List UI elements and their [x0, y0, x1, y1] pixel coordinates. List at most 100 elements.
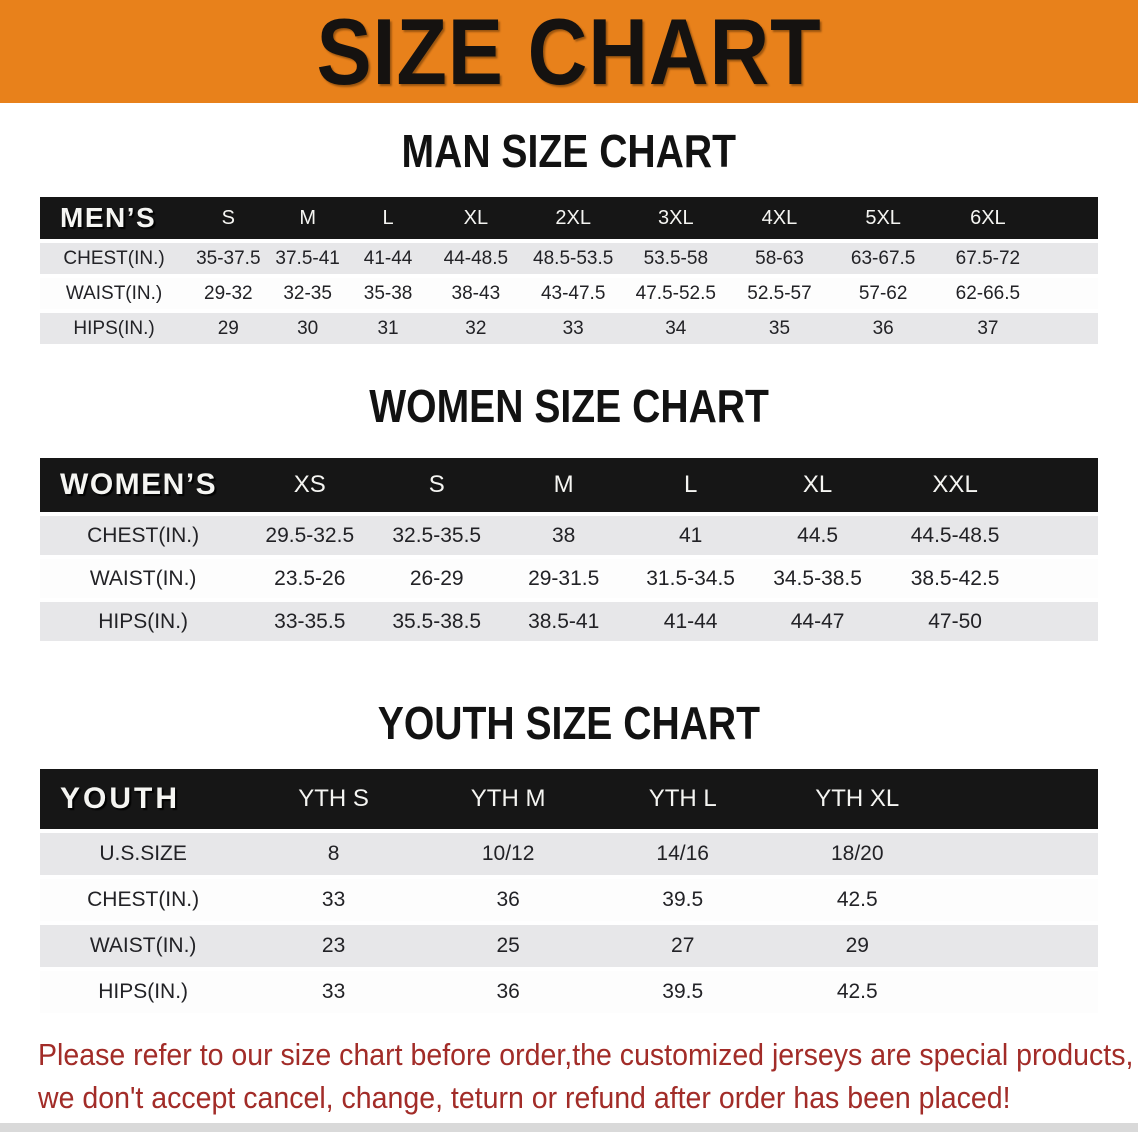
size-column-header: L: [346, 197, 430, 239]
size-column-header: 3XL: [623, 197, 728, 239]
row-label: CHEST(IN.): [40, 879, 247, 921]
size-column-header: XL: [429, 197, 523, 239]
youth-hips-row: HIPS(IN.) 33 36 39.5 42.5: [40, 971, 1098, 1013]
size-value-cell: 29-32: [188, 278, 269, 309]
header-filler: [1029, 458, 1098, 512]
cell-filler: [1040, 243, 1098, 274]
size-value-cell: 30: [268, 313, 347, 344]
size-value-cell: 36: [831, 313, 935, 344]
size-value-cell: 35-37.5: [188, 243, 269, 274]
row-label: HIPS(IN.): [40, 971, 247, 1013]
men-section-heading: MAN SIZE CHART: [401, 125, 737, 177]
size-value-cell: 62-66.5: [934, 278, 1041, 309]
women-size-table: WOMEN’S XS S M L XL XXL CHEST(IN.) 29.5-…: [40, 454, 1098, 645]
men-hips-row: HIPS(IN.) 29 30 31 32 33 34 35 36 37: [40, 313, 1098, 344]
size-value-cell: 48.5-53.5: [522, 243, 624, 274]
size-value-cell: 8: [246, 833, 421, 875]
header-filler: [1040, 197, 1098, 239]
size-column-header: XXL: [881, 458, 1030, 512]
size-value-cell: 36: [420, 971, 596, 1013]
size-value-cell: 25: [420, 925, 596, 967]
size-value-cell: 44-48.5: [429, 243, 523, 274]
size-value-cell: 58-63: [727, 243, 832, 274]
size-column-header: M: [268, 197, 347, 239]
size-value-cell: 31.5-34.5: [627, 559, 755, 598]
size-value-cell: 29-31.5: [500, 559, 628, 598]
size-value-cell: 10/12: [420, 833, 596, 875]
cell-filler: [944, 971, 1098, 1013]
size-value-cell: 34: [623, 313, 728, 344]
size-value-cell: 26-29: [373, 559, 501, 598]
size-column-header: YTH M: [420, 769, 596, 829]
cell-filler: [944, 925, 1098, 967]
row-label: CHEST(IN.): [40, 516, 247, 555]
women-header-row: WOMEN’S XS S M L XL XXL: [40, 458, 1098, 512]
women-waist-row: WAIST(IN.) 23.5-26 26-29 29-31.5 31.5-34…: [40, 559, 1098, 598]
women-corner-label: WOMEN’S: [40, 458, 247, 512]
size-value-cell: 36: [420, 879, 596, 921]
row-label: U.S.SIZE: [40, 833, 247, 875]
youth-size-table: YOUTH YTH S YTH M YTH L YTH XL U.S.SIZE …: [40, 765, 1098, 1017]
size-value-cell: 42.5: [769, 971, 945, 1013]
size-value-cell: 32.5-35.5: [373, 516, 501, 555]
size-value-cell: 29.5-32.5: [246, 516, 374, 555]
size-value-cell: 32: [429, 313, 523, 344]
youth-ussize-row: U.S.SIZE 8 10/12 14/16 18/20: [40, 833, 1098, 875]
size-value-cell: 47-50: [881, 602, 1030, 641]
youth-chest-row: CHEST(IN.) 33 36 39.5 42.5: [40, 879, 1098, 921]
row-label: CHEST(IN.): [40, 243, 189, 274]
size-value-cell: 39.5: [595, 879, 770, 921]
row-label: WAIST(IN.): [40, 278, 189, 309]
size-value-cell: 47.5-52.5: [623, 278, 728, 309]
cell-filler: [944, 879, 1098, 921]
size-value-cell: 57-62: [831, 278, 935, 309]
size-column-header: YTH S: [246, 769, 421, 829]
size-value-cell: 44.5: [754, 516, 882, 555]
size-column-header: M: [500, 458, 628, 512]
disclaimer-line-1: Please refer to our size chart before or…: [38, 1037, 1134, 1072]
size-value-cell: 32-35: [268, 278, 347, 309]
size-value-cell: 37: [934, 313, 1041, 344]
size-value-cell: 14/16: [595, 833, 770, 875]
bottom-divider-bar: [0, 1123, 1138, 1132]
size-value-cell: 44.5-48.5: [881, 516, 1030, 555]
size-value-cell: 38.5-42.5: [881, 559, 1030, 598]
men-corner-label: MEN’S: [40, 197, 189, 239]
size-value-cell: 29: [769, 925, 945, 967]
order-disclaimer: Please refer to our size chart before or…: [38, 1033, 1138, 1119]
youth-section-heading: YOUTH SIZE CHART: [377, 697, 761, 749]
size-value-cell: 41-44: [346, 243, 430, 274]
size-value-cell: 35.5-38.5: [373, 602, 501, 641]
size-column-header: 2XL: [522, 197, 624, 239]
size-value-cell: 34.5-38.5: [754, 559, 882, 598]
size-value-cell: 42.5: [769, 879, 945, 921]
size-value-cell: 33: [522, 313, 624, 344]
size-value-cell: 44-47: [754, 602, 882, 641]
size-value-cell: 53.5-58: [623, 243, 728, 274]
size-value-cell: 38: [500, 516, 628, 555]
page-title: SIZE CHART: [316, 0, 822, 104]
size-column-header: S: [188, 197, 269, 239]
row-label: WAIST(IN.): [40, 925, 247, 967]
size-value-cell: 31: [346, 313, 430, 344]
row-label: HIPS(IN.): [40, 313, 189, 344]
size-value-cell: 18/20: [769, 833, 945, 875]
cell-filler: [1029, 516, 1098, 555]
men-size-table: MEN’S S M L XL 2XL 3XL 4XL 5XL 6XL CHEST…: [40, 193, 1098, 348]
cell-filler: [1040, 313, 1098, 344]
youth-waist-row: WAIST(IN.) 23 25 27 29: [40, 925, 1098, 967]
size-column-header: 4XL: [727, 197, 832, 239]
women-hips-row: HIPS(IN.) 33-35.5 35.5-38.5 38.5-41 41-4…: [40, 602, 1098, 641]
size-value-cell: 27: [595, 925, 770, 967]
row-label: WAIST(IN.): [40, 559, 247, 598]
size-value-cell: 37.5-41: [268, 243, 347, 274]
youth-header-row: YOUTH YTH S YTH M YTH L YTH XL: [40, 769, 1098, 829]
size-column-header: 5XL: [831, 197, 935, 239]
cell-filler: [944, 833, 1098, 875]
size-value-cell: 29: [188, 313, 269, 344]
size-value-cell: 35: [727, 313, 832, 344]
size-column-header: 6XL: [934, 197, 1041, 239]
youth-corner-label: YOUTH: [40, 769, 247, 829]
size-column-header: YTH L: [595, 769, 770, 829]
size-value-cell: 38-43: [429, 278, 523, 309]
